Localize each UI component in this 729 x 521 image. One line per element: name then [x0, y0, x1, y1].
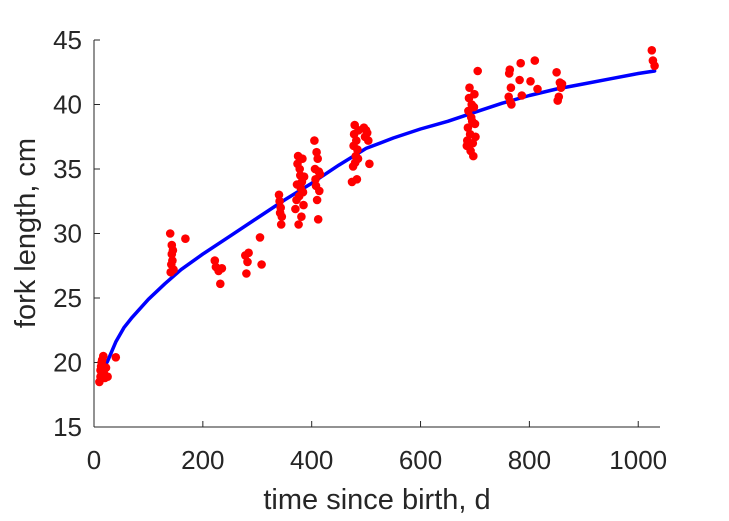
data-point	[650, 61, 659, 71]
data-point	[294, 220, 303, 229]
data-point	[242, 269, 251, 278]
data-point	[507, 100, 516, 109]
data-points-layer	[95, 46, 659, 387]
y-tick-label: 25	[53, 283, 82, 313]
data-point	[530, 56, 540, 65]
data-point	[526, 77, 535, 86]
data-point	[111, 353, 121, 362]
data-point	[471, 132, 480, 142]
y-tick-label: 20	[53, 348, 82, 378]
data-point	[469, 151, 478, 161]
data-point	[169, 265, 178, 274]
data-point	[353, 145, 362, 154]
data-point	[210, 256, 220, 265]
data-point	[299, 172, 309, 181]
data-point	[647, 46, 657, 55]
y-ticks: 15 20 25 30 35 40 45	[53, 25, 100, 442]
data-point	[470, 89, 479, 99]
y-tick-label: 15	[53, 412, 82, 442]
data-point	[168, 246, 178, 255]
data-point	[103, 372, 112, 382]
data-point	[295, 164, 305, 174]
axes	[93, 40, 660, 428]
data-point	[299, 200, 308, 210]
x-tick-label: 0	[87, 445, 101, 475]
y-tick-label: 40	[53, 90, 82, 120]
x-axis-label: time since birth, d	[263, 484, 490, 516]
data-point	[276, 203, 286, 212]
data-point	[516, 58, 525, 68]
data-point	[313, 154, 323, 163]
data-point	[552, 68, 561, 77]
data-point	[517, 91, 527, 100]
y-tick-label: 35	[53, 154, 82, 184]
data-point	[276, 220, 286, 229]
data-point	[168, 256, 177, 265]
x-tick-label: 1000	[609, 445, 667, 475]
x-tick-label: 200	[181, 445, 224, 475]
data-point	[353, 154, 363, 163]
data-point	[243, 257, 252, 267]
data-point	[298, 154, 307, 163]
data-point	[352, 175, 362, 184]
x-tick-label: 800	[508, 445, 551, 475]
data-point	[297, 212, 306, 221]
x-tick-label: 400	[290, 445, 333, 475]
data-point	[298, 187, 308, 197]
data-point	[364, 136, 373, 145]
data-point	[506, 83, 516, 92]
y-axis-label: fork length, cm	[10, 138, 42, 328]
fit-curve	[97, 69, 657, 378]
data-point	[463, 123, 473, 132]
data-point	[470, 119, 480, 129]
y-tick-label: 45	[53, 25, 82, 55]
x-tick-label: 600	[399, 445, 442, 475]
data-point	[244, 248, 253, 258]
data-point	[257, 260, 266, 269]
data-point	[255, 233, 265, 242]
data-point	[165, 229, 175, 238]
data-point	[473, 66, 483, 76]
data-point	[365, 159, 374, 169]
data-point	[181, 234, 190, 243]
data-point	[217, 264, 227, 273]
data-point	[313, 215, 323, 224]
fit-line-layer	[97, 69, 657, 378]
data-point	[291, 204, 300, 214]
data-point	[352, 136, 361, 145]
data-point	[312, 147, 321, 157]
data-point	[312, 195, 322, 205]
data-point	[315, 169, 325, 179]
data-point	[101, 363, 111, 373]
data-point	[275, 196, 284, 206]
data-point	[315, 186, 324, 196]
data-point	[469, 102, 479, 112]
data-point	[277, 212, 287, 221]
y-tick-label: 30	[53, 219, 82, 249]
data-point	[505, 65, 515, 74]
data-point	[362, 128, 372, 138]
data-point	[274, 190, 284, 200]
data-point	[216, 279, 225, 289]
x-ticks: 0 200 400 600 800 1000	[87, 421, 667, 475]
data-point	[99, 351, 108, 361]
data-point	[557, 79, 567, 89]
data-point	[533, 84, 542, 94]
data-point	[554, 92, 564, 102]
data-point	[515, 75, 524, 85]
data-point	[465, 83, 474, 92]
data-point	[310, 136, 319, 145]
